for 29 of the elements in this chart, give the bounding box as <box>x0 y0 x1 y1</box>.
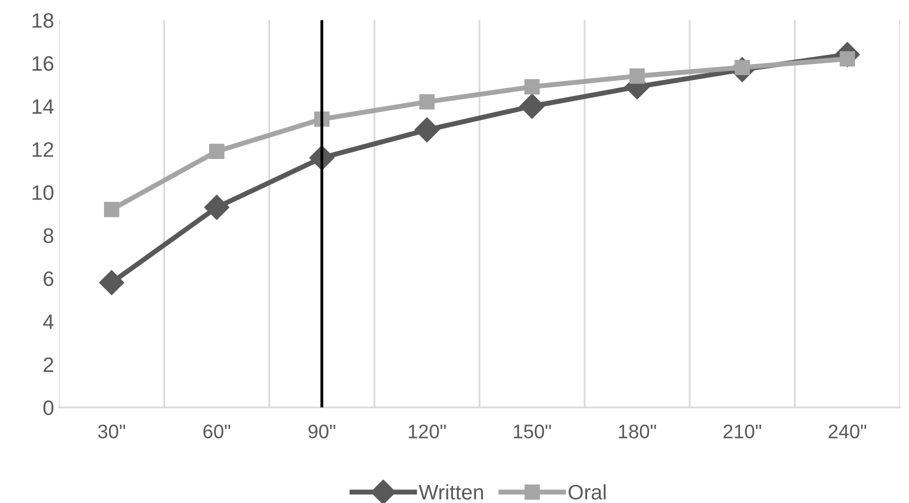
y-tick-label: 4 <box>43 314 54 329</box>
x-tick-label: 60" <box>203 424 230 438</box>
point <box>630 68 645 84</box>
legend-label: Oral <box>568 484 606 500</box>
y-tick-label: 2 <box>44 357 54 372</box>
x-tick-label: 240" <box>828 424 866 438</box>
point <box>414 117 440 142</box>
y-tick-label: 18 <box>32 13 54 28</box>
y-tick-label: 12 <box>32 142 54 157</box>
x-tick-label: 150" <box>514 424 551 438</box>
x-tick-label: 180" <box>618 424 656 438</box>
point <box>419 94 435 110</box>
x-tick-label: 30" <box>98 424 126 438</box>
point <box>99 270 124 296</box>
x-tick-label: 210" <box>724 424 762 438</box>
y-tick-label: 10 <box>32 185 54 200</box>
y-tick-label: 16 <box>32 56 54 71</box>
point <box>520 94 545 119</box>
legend-label: Written <box>418 484 483 500</box>
y-tick-label: 14 <box>32 99 54 114</box>
point <box>524 79 540 94</box>
point <box>204 194 230 220</box>
y-tick-label: 6 <box>44 271 54 286</box>
x-tick-label: 120" <box>408 424 446 438</box>
y-tick-label: 0 <box>43 400 54 416</box>
x-tick-label: 90" <box>308 424 336 438</box>
y-tick-label: 8 <box>44 228 54 244</box>
point <box>209 144 224 160</box>
point <box>104 202 120 218</box>
